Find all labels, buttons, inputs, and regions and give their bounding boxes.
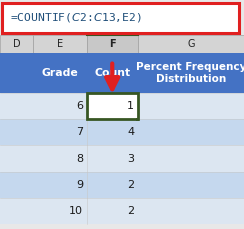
Bar (0, 119, 244, 145)
FancyBboxPatch shape (2, 3, 239, 33)
Text: 10: 10 (69, 206, 83, 216)
Text: G: G (187, 39, 195, 49)
Bar (0, 0, 244, 35)
Bar (136, 118, 140, 120)
Text: 3: 3 (127, 154, 134, 164)
Text: 4: 4 (127, 127, 134, 137)
Bar (0, 224, 244, 229)
Text: F: F (109, 39, 116, 49)
Bar (33, 35, 87, 53)
Text: Count: Count (94, 68, 130, 78)
Bar (0, 145, 244, 172)
Text: 8: 8 (76, 154, 83, 164)
Text: 2: 2 (127, 180, 134, 190)
Bar (87, 35, 138, 53)
Bar (0, 93, 244, 119)
Text: Percent Frequency
Distribution: Percent Frequency Distribution (136, 62, 244, 84)
Text: 7: 7 (76, 127, 83, 137)
Bar (138, 35, 244, 53)
Bar (0, 35, 33, 53)
Text: 1: 1 (127, 101, 134, 111)
Text: 6: 6 (76, 101, 83, 111)
Bar (0, 172, 244, 198)
Text: D: D (13, 39, 20, 49)
Text: Grade: Grade (41, 68, 78, 78)
Text: =COUNTIF($C$2:$C$13,E2): =COUNTIF($C$2:$C$13,E2) (10, 11, 142, 24)
Text: 9: 9 (76, 180, 83, 190)
Text: 1: 1 (127, 101, 134, 111)
Bar (0, 198, 244, 224)
Text: E: E (57, 39, 63, 49)
Bar (87, 93, 138, 119)
Text: 2: 2 (127, 206, 134, 216)
Bar (0, 53, 244, 93)
